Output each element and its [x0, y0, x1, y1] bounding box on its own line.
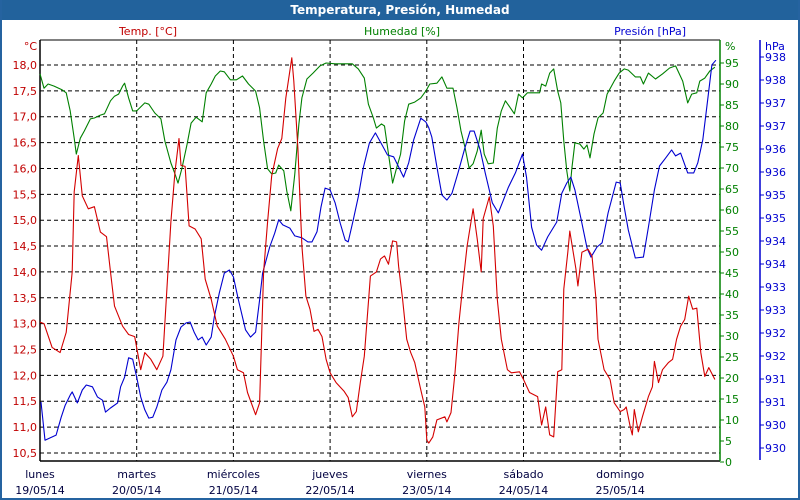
pressure-tick-label: 933: [765, 281, 786, 294]
humidity-tick-label: 0: [725, 456, 732, 469]
humidity-tick-label: 85: [725, 99, 739, 112]
pressure-tick-label: 932: [765, 350, 786, 363]
day-name-label: martes: [117, 468, 156, 481]
day-date-label: 19/05/14: [15, 484, 64, 497]
pressure-tick-label: 936: [765, 166, 786, 179]
day-name-label: lunes: [25, 468, 55, 481]
pressure-tick-label: 931: [765, 373, 786, 386]
temp-tick-label: 12,5: [13, 344, 38, 357]
pressure-tick-label: 938: [765, 74, 786, 87]
pressure-series-line: [40, 59, 717, 441]
pressure-tick-label: 937: [765, 97, 786, 110]
temp-tick-label: 17,0: [13, 111, 38, 124]
humidity-tick-label: 80: [725, 120, 739, 133]
humidity-tick-label: 25: [725, 351, 739, 364]
humidity-tick-label: 45: [725, 267, 739, 280]
day-name-label: domingo: [596, 468, 644, 481]
pressure-axis-title: Presión [hPa]: [614, 25, 686, 38]
humidity-tick-label: 50: [725, 246, 739, 259]
humidity-tick-label: 60: [725, 204, 739, 217]
temp-tick-label: 16,5: [13, 137, 38, 150]
humidity-series-line: [39, 62, 716, 212]
day-date-label: 23/05/14: [402, 484, 451, 497]
pressure-tick-label: 937: [765, 120, 786, 133]
pressure-tick-label: 931: [765, 396, 786, 409]
pressure-tick-label: 930: [765, 419, 786, 432]
temp-unit-label: °C: [24, 40, 38, 53]
temp-tick-label: 17,5: [13, 85, 38, 98]
day-date-label: 22/05/14: [305, 484, 354, 497]
pressure-tick-label: 935: [765, 189, 786, 202]
pressure-tick-label: 934: [765, 235, 786, 248]
temp-tick-label: 10,5: [13, 447, 38, 460]
temperature-series-line: [39, 57, 716, 444]
humidity-axis-title: Humedad [%]: [364, 25, 440, 38]
pressure-tick-label: 933: [765, 304, 786, 317]
day-date-label: 21/05/14: [209, 484, 258, 497]
day-name-label: miércoles: [207, 468, 260, 481]
day-name-label: viernes: [407, 468, 447, 481]
humidity-tick-label: 5: [725, 435, 732, 448]
temp-tick-label: 11,5: [13, 395, 38, 408]
humidity-tick-label: 35: [725, 309, 739, 322]
temp-tick-label: 15,0: [13, 214, 38, 227]
pressure-tick-label: 938: [765, 51, 786, 64]
day-name-label: sábado: [504, 468, 544, 481]
humidity-tick-label: 20: [725, 372, 739, 385]
humidity-tick-label: 65: [725, 183, 739, 196]
temp-tick-label: 11,0: [13, 421, 38, 434]
humidity-tick-label: 10: [725, 414, 739, 427]
day-date-label: 25/05/14: [595, 484, 644, 497]
pressure-tick-label: 930: [765, 442, 786, 455]
day-name-label: jueves: [311, 468, 348, 481]
humidity-tick-label: 95: [725, 57, 739, 70]
humidity-tick-label: 70: [725, 162, 739, 175]
day-date-label: 20/05/14: [112, 484, 161, 497]
humidity-unit-label: %: [725, 40, 735, 53]
day-date-label: 24/05/14: [499, 484, 548, 497]
temp-tick-label: 14,5: [13, 240, 38, 253]
pressure-unit-label: hPa: [765, 40, 785, 53]
temp-axis-title: Temp. [°C]: [118, 25, 177, 38]
pressure-tick-label: 935: [765, 212, 786, 225]
temp-tick-label: 13,5: [13, 292, 38, 305]
temp-tick-label: 16,0: [13, 162, 38, 175]
humidity-tick-label: 55: [725, 225, 739, 238]
temp-tick-label: 12,0: [13, 369, 38, 382]
pressure-tick-label: 932: [765, 327, 786, 340]
humidity-tick-label: 15: [725, 393, 739, 406]
pressure-tick-label: 936: [765, 143, 786, 156]
pressure-tick-label: 934: [765, 258, 786, 271]
humidity-tick-label: 75: [725, 141, 739, 154]
temp-tick-label: 18,0: [13, 59, 38, 72]
temp-tick-label: 14,0: [13, 266, 38, 279]
window-title: Temperatura, Presión, Humedad: [2, 0, 798, 20]
humidity-tick-label: 40: [725, 288, 739, 301]
temp-tick-label: 15,5: [13, 188, 38, 201]
temp-tick-label: 13,0: [13, 318, 38, 331]
humidity-tick-label: 30: [725, 330, 739, 343]
humidity-tick-label: 90: [725, 78, 739, 91]
